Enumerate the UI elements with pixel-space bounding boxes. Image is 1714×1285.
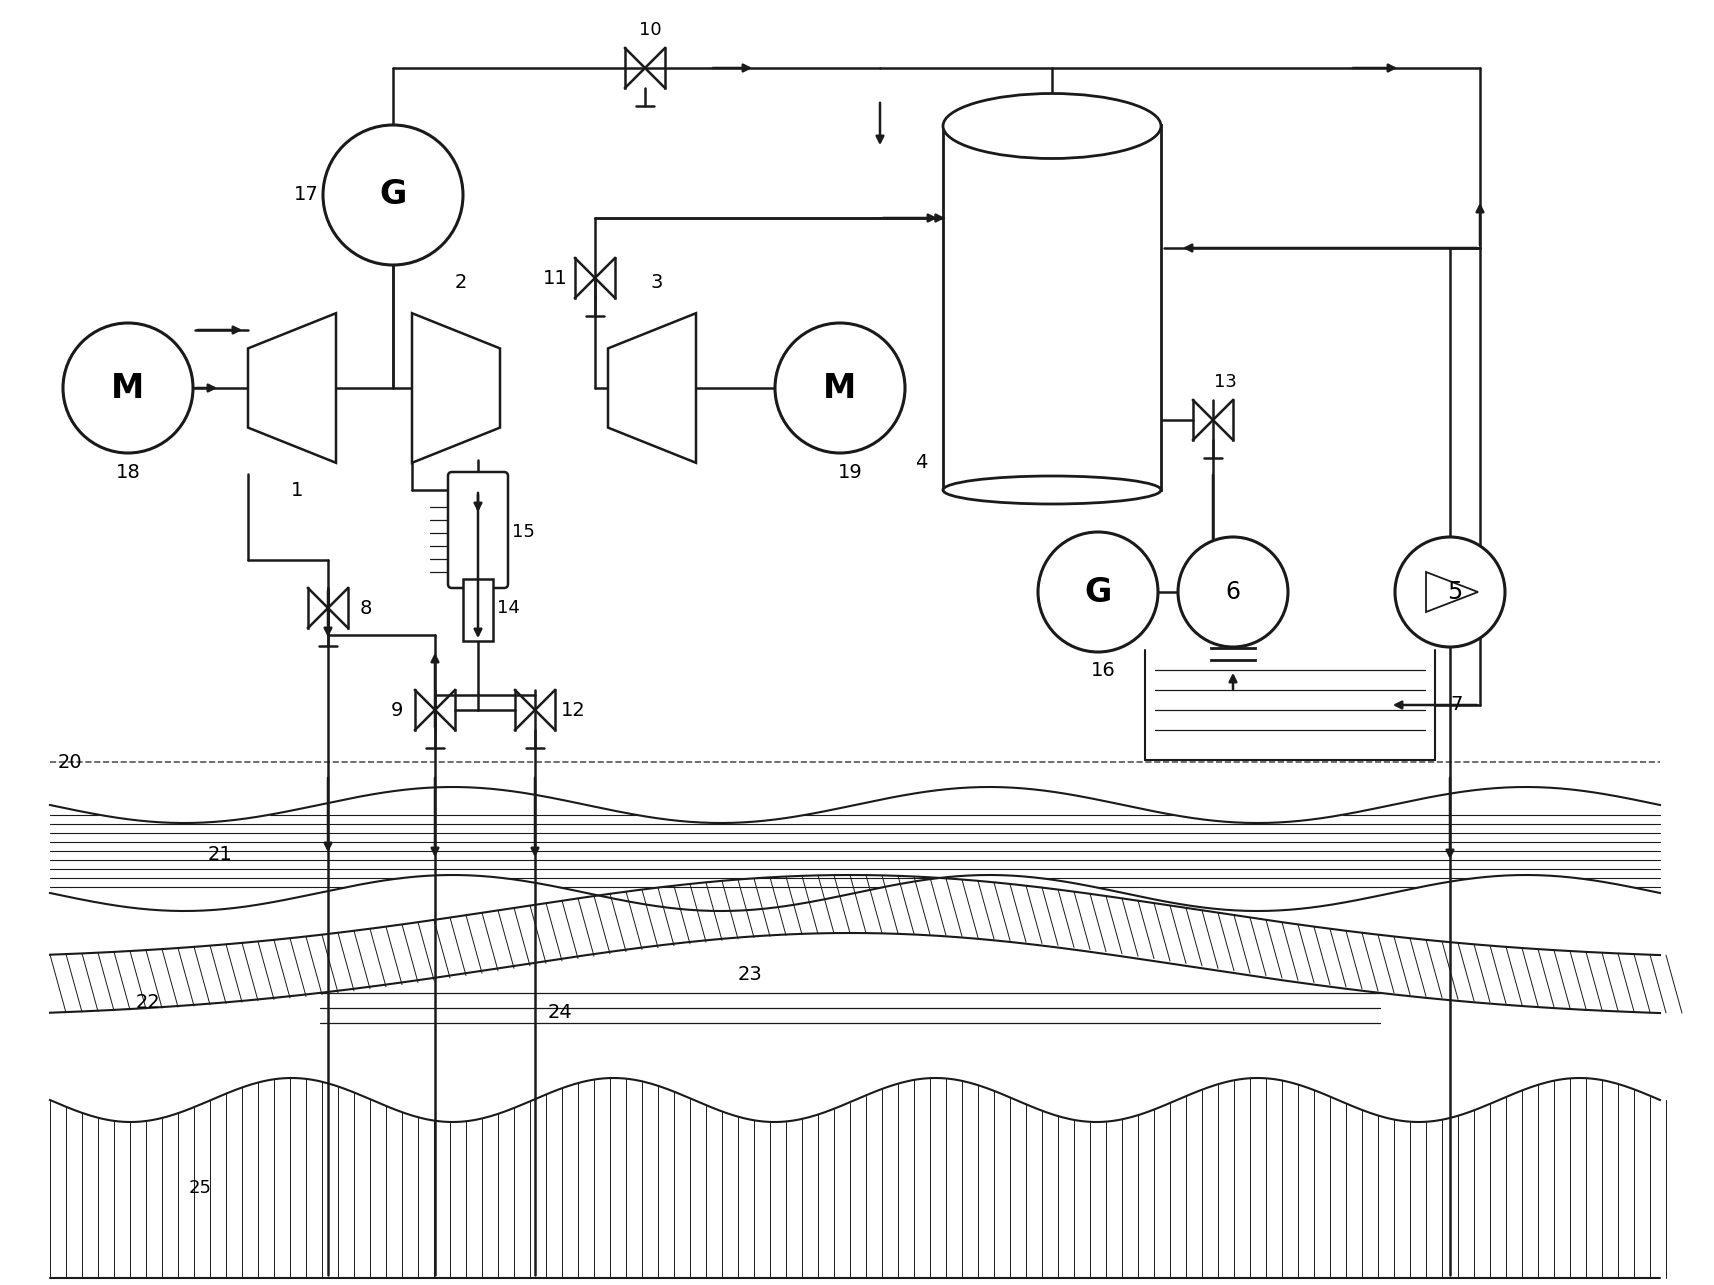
Text: 5: 5 bbox=[1447, 580, 1462, 604]
Text: 2: 2 bbox=[454, 274, 468, 293]
Text: 3: 3 bbox=[651, 274, 663, 293]
Text: 9: 9 bbox=[391, 700, 403, 720]
Polygon shape bbox=[608, 314, 696, 463]
Text: 7: 7 bbox=[1450, 695, 1464, 714]
Circle shape bbox=[322, 125, 463, 265]
Text: 13: 13 bbox=[1214, 373, 1236, 391]
Circle shape bbox=[1395, 537, 1505, 648]
Circle shape bbox=[63, 323, 194, 454]
Circle shape bbox=[1178, 537, 1287, 648]
Polygon shape bbox=[411, 314, 500, 463]
Text: 25: 25 bbox=[189, 1180, 211, 1198]
Text: 17: 17 bbox=[293, 185, 319, 204]
Text: 14: 14 bbox=[497, 599, 519, 617]
Text: 8: 8 bbox=[360, 599, 372, 618]
Text: 1: 1 bbox=[291, 481, 303, 500]
Text: 21: 21 bbox=[207, 846, 233, 865]
Text: 6: 6 bbox=[1226, 580, 1241, 604]
Text: M: M bbox=[111, 371, 144, 405]
Ellipse shape bbox=[943, 94, 1160, 158]
Text: 22: 22 bbox=[135, 992, 161, 1011]
Text: 12: 12 bbox=[560, 700, 586, 720]
Text: 10: 10 bbox=[639, 21, 662, 39]
Bar bbox=[463, 580, 494, 641]
Text: 23: 23 bbox=[737, 965, 763, 984]
Text: 16: 16 bbox=[1090, 660, 1116, 680]
Text: M: M bbox=[823, 371, 857, 405]
Text: G: G bbox=[379, 179, 406, 212]
Text: 11: 11 bbox=[543, 269, 567, 288]
Text: 24: 24 bbox=[548, 1002, 572, 1022]
Ellipse shape bbox=[943, 475, 1160, 504]
Text: 4: 4 bbox=[915, 452, 927, 472]
Bar bbox=[943, 125, 1160, 490]
Circle shape bbox=[775, 323, 905, 454]
Text: 15: 15 bbox=[511, 523, 535, 541]
Text: 20: 20 bbox=[58, 753, 82, 771]
Polygon shape bbox=[1426, 572, 1477, 612]
Text: 19: 19 bbox=[838, 464, 862, 482]
Text: 18: 18 bbox=[115, 464, 141, 482]
Text: G: G bbox=[1085, 576, 1112, 609]
FancyBboxPatch shape bbox=[447, 472, 507, 589]
Polygon shape bbox=[249, 314, 336, 463]
Circle shape bbox=[1039, 532, 1159, 651]
